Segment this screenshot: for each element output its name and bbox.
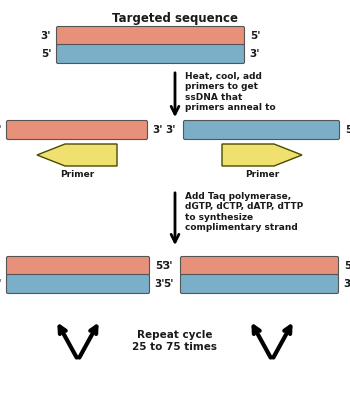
Text: 3': 3' [153,125,163,135]
FancyBboxPatch shape [181,275,338,294]
Text: 3': 3' [250,49,260,59]
FancyBboxPatch shape [181,257,338,275]
Text: Add Taq polymerase,
dGTP, dCTP, dATP, dTTP
to synthesize
complimentary strand: Add Taq polymerase, dGTP, dCTP, dATP, dT… [185,192,303,232]
Text: 5': 5' [250,31,260,41]
Text: Heat, cool, add
primers to get
ssDNA that
primers anneal to: Heat, cool, add primers to get ssDNA tha… [185,72,276,112]
FancyBboxPatch shape [183,120,340,140]
Text: Primer: Primer [60,170,94,179]
Text: 3': 3' [166,125,176,135]
FancyBboxPatch shape [7,275,149,294]
Text: 3': 3' [0,261,1,271]
FancyBboxPatch shape [56,26,245,45]
FancyArrow shape [37,144,117,166]
Text: Repeat cycle
25 to 75 times: Repeat cycle 25 to 75 times [133,330,217,352]
Text: 5': 5' [155,261,165,271]
Text: 5': 5' [0,279,1,289]
Text: 5': 5' [163,279,173,289]
Text: 5': 5' [0,125,1,135]
Text: Targeted sequence: Targeted sequence [112,12,238,25]
Text: 5': 5' [41,49,51,59]
FancyArrow shape [222,144,302,166]
Text: 3': 3' [41,31,51,41]
FancyBboxPatch shape [7,257,149,275]
Text: 3': 3' [344,279,350,289]
Text: 3': 3' [163,261,173,271]
Text: 3': 3' [155,279,165,289]
FancyBboxPatch shape [7,120,147,140]
Text: Primer: Primer [245,170,279,179]
Text: 5': 5' [344,261,350,271]
FancyBboxPatch shape [56,45,245,63]
Text: 5': 5' [345,125,350,135]
